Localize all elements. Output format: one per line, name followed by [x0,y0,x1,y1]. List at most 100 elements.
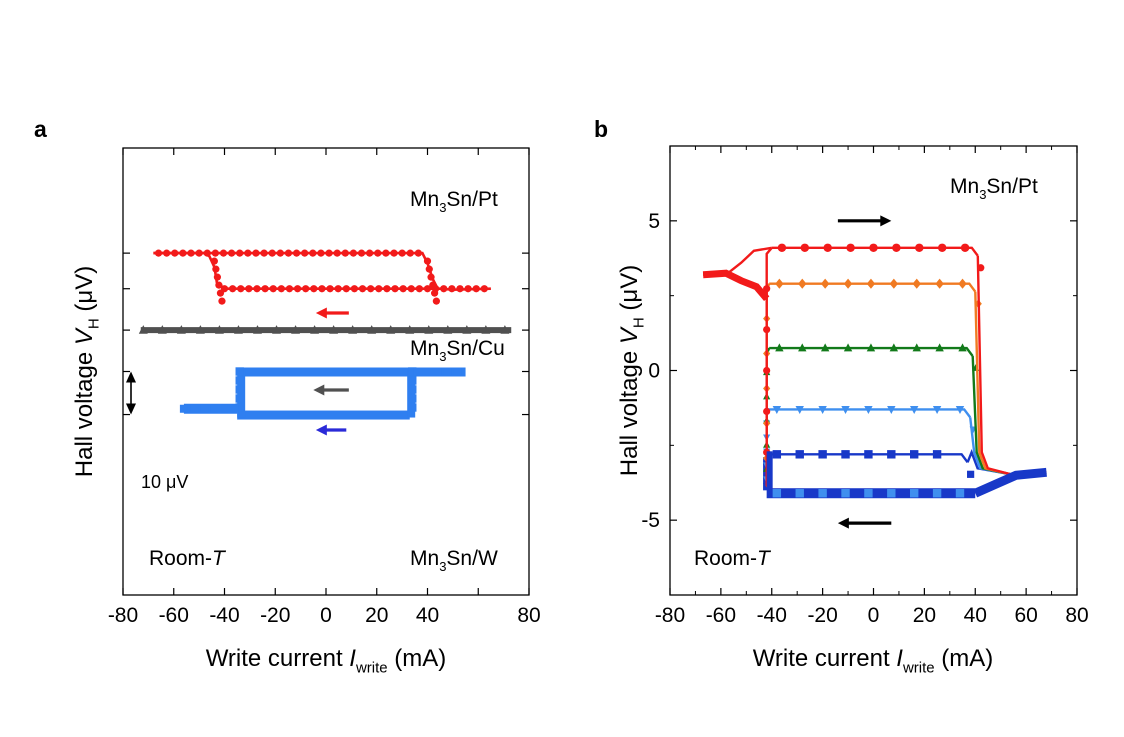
x-axis-label-part: write [355,660,388,677]
data-point [775,278,784,289]
data-point [195,325,205,334]
data-point [912,278,921,289]
data-point [350,285,359,293]
data-point [219,249,228,257]
data-point [228,249,236,257]
data-point [443,367,452,376]
data-point [408,394,417,403]
data-point [310,285,318,293]
plot-frame [669,145,1078,596]
data-point [500,325,510,334]
data-point [864,406,873,415]
curve-upper-plateau [766,408,972,419]
data-point [820,343,830,352]
data-point [405,325,415,334]
data-point [800,243,810,252]
y-tick-label: -5 [641,509,660,532]
data-point [864,450,873,459]
data-point [763,325,771,334]
panel-b: b -80 -60 -40 -20 0 20 40 60 80 5 0 -5 Write current … [594,116,1089,677]
data-point [229,285,237,293]
data-point [382,249,390,257]
x-axis-label-part: Write current [753,645,897,672]
y-tick-label: 0 [648,360,660,383]
data-point [843,278,853,289]
direction-arrow-red-head [315,307,327,319]
data-point [472,285,480,293]
x-tick-label: -20 [260,604,290,627]
x-tick-label: 0 [320,604,332,627]
data-point [440,285,448,293]
data-point [453,367,462,376]
x-tick-label: -40 [757,604,787,627]
data-point [425,265,433,273]
data-point [399,285,407,293]
data-point [374,249,382,257]
data-point [456,285,464,293]
panel-letter-b: b [594,116,608,142]
x-tick-label: -80 [108,604,138,627]
data-point [386,325,396,334]
x-tick-label: -80 [655,604,685,627]
data-point [325,249,333,257]
data-point [213,273,221,281]
data-point [179,404,188,413]
x-tick-label: 0 [868,604,880,627]
x-axis-label-part: I [896,645,903,672]
data-point [915,243,924,252]
data-point [866,343,876,352]
panel-a: a -80 -60 -40 -20 0 20 40 80 Write current Iwrite… [34,116,541,677]
data-point [958,343,967,352]
label-mn3sn-pt-part: Mn [950,175,979,198]
curve-upper-plateau [771,246,979,257]
data-point [269,285,277,293]
x-axis-label-part: Write current [206,645,350,672]
direction-arrow-right [837,215,892,227]
data-point [423,367,432,376]
curve-upper-plateau [766,453,969,464]
direction-arrow-left-head [837,517,849,529]
data-point [138,325,148,334]
data-point [235,394,244,403]
data-point [214,325,224,334]
x-axis-label-part: I [349,645,356,672]
data-point [216,289,225,297]
data-point [349,249,358,257]
y-axis-label-part: (μV) [616,265,643,318]
data-point [220,404,229,413]
data-point [187,249,195,257]
x-tick-label: -40 [209,604,239,627]
data-point [481,325,491,334]
label-mn3sn-pt: Mn3Sn/Pt [950,175,1038,202]
y-tick-label: 5 [648,210,660,233]
data-point [480,285,488,293]
label-mn3sn-pt-part: Sn/Pt [986,175,1038,198]
label-room-t-part: Room- [149,547,212,570]
curve-flat [140,327,512,334]
data-point [892,243,901,252]
x-tick-label: -60 [159,604,189,627]
data-point [889,343,899,352]
label-mn3sn-w-part: 3 [439,559,446,574]
data-point [176,325,186,334]
curve-upper-plateau [769,346,974,357]
data-point [163,249,171,257]
data-point [935,278,944,289]
data-point [823,243,832,252]
data-point [772,489,782,498]
label-mn3sn-pt-part: 3 [979,187,986,202]
data-point [423,285,432,293]
data-point [210,257,218,265]
data-point [366,249,374,257]
data-point [367,325,377,334]
data-point [190,404,199,413]
data-point [235,385,244,394]
data-point [960,243,970,252]
data-point [798,278,807,289]
scale-bar [126,371,136,415]
label-mn3sn-cu: Mn3Sn/Cu [410,337,505,364]
curve-lower-branch [237,410,410,420]
data-point [910,450,919,459]
data-point [268,249,276,257]
data-point [423,257,432,265]
